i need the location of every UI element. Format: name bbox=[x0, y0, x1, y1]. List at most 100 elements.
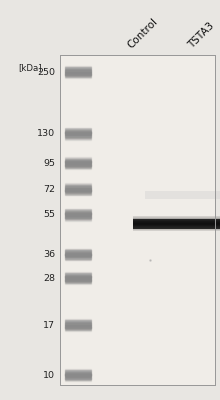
Bar bbox=[65, 274, 91, 275]
Bar bbox=[65, 213, 91, 214]
Bar bbox=[65, 69, 91, 70]
Bar bbox=[65, 167, 91, 168]
Bar bbox=[65, 209, 91, 210]
Text: 55: 55 bbox=[43, 210, 55, 219]
Bar bbox=[65, 277, 91, 278]
Text: [kDa]: [kDa] bbox=[18, 63, 42, 72]
Bar bbox=[65, 163, 91, 164]
Bar bbox=[65, 372, 91, 373]
Bar bbox=[65, 138, 91, 139]
Bar bbox=[65, 215, 91, 216]
Bar bbox=[65, 259, 91, 260]
Bar bbox=[133, 219, 220, 229]
Bar bbox=[65, 249, 91, 250]
Bar bbox=[65, 191, 91, 192]
Bar bbox=[65, 76, 91, 77]
Bar bbox=[65, 168, 91, 169]
Bar bbox=[65, 258, 91, 259]
Bar bbox=[65, 325, 91, 326]
Bar bbox=[65, 159, 91, 160]
Bar bbox=[65, 192, 91, 193]
Bar bbox=[65, 193, 91, 194]
Text: 17: 17 bbox=[43, 321, 55, 330]
Bar bbox=[65, 374, 91, 375]
Bar bbox=[65, 256, 91, 257]
Bar bbox=[65, 132, 91, 133]
Bar bbox=[65, 162, 91, 163]
Bar bbox=[65, 216, 91, 217]
Bar bbox=[65, 134, 91, 135]
Bar bbox=[65, 130, 91, 131]
Bar bbox=[65, 255, 91, 256]
Text: 10: 10 bbox=[43, 370, 55, 380]
Bar bbox=[65, 371, 91, 372]
Bar bbox=[65, 380, 91, 381]
Bar bbox=[65, 186, 91, 187]
Text: 28: 28 bbox=[43, 274, 55, 283]
Bar bbox=[65, 328, 91, 329]
Bar bbox=[65, 257, 91, 258]
Bar bbox=[65, 322, 91, 323]
Bar bbox=[65, 369, 91, 370]
Bar bbox=[65, 321, 91, 322]
Bar bbox=[65, 77, 91, 78]
Bar bbox=[65, 193, 91, 194]
Bar bbox=[65, 253, 91, 254]
Bar bbox=[65, 209, 91, 210]
Bar bbox=[60, 55, 215, 385]
Bar bbox=[65, 275, 91, 276]
Bar bbox=[65, 219, 91, 220]
Bar bbox=[65, 328, 91, 329]
Bar bbox=[65, 327, 91, 328]
Bar bbox=[65, 278, 91, 279]
Bar bbox=[65, 370, 91, 371]
Bar bbox=[65, 157, 91, 158]
Bar bbox=[65, 71, 91, 72]
Bar bbox=[65, 211, 91, 212]
Bar bbox=[65, 378, 91, 379]
Bar bbox=[65, 136, 91, 137]
Bar bbox=[65, 323, 91, 324]
Bar bbox=[65, 185, 91, 186]
Bar bbox=[65, 68, 91, 69]
Bar bbox=[65, 136, 91, 137]
Bar bbox=[65, 279, 91, 280]
Bar bbox=[65, 324, 91, 325]
Bar bbox=[65, 131, 91, 132]
Bar bbox=[65, 135, 91, 136]
Bar bbox=[65, 132, 91, 133]
Bar bbox=[65, 73, 91, 74]
Bar bbox=[65, 184, 91, 185]
Bar bbox=[65, 283, 91, 284]
Bar bbox=[65, 276, 91, 277]
Bar bbox=[65, 272, 91, 273]
Bar bbox=[65, 283, 91, 284]
Bar bbox=[65, 319, 91, 320]
Bar bbox=[65, 189, 91, 190]
Bar bbox=[65, 66, 91, 67]
Bar bbox=[65, 257, 91, 258]
Bar bbox=[65, 158, 91, 159]
Text: TSTA3: TSTA3 bbox=[186, 20, 216, 50]
Bar bbox=[65, 330, 91, 331]
Bar bbox=[65, 217, 91, 218]
Bar bbox=[65, 129, 91, 130]
Bar bbox=[65, 210, 91, 211]
Bar bbox=[65, 166, 91, 167]
Bar bbox=[65, 72, 91, 73]
Bar bbox=[65, 75, 91, 76]
Text: Control: Control bbox=[126, 16, 160, 50]
Text: 72: 72 bbox=[43, 185, 55, 194]
Bar bbox=[65, 376, 91, 377]
Bar bbox=[65, 258, 91, 259]
Bar bbox=[65, 281, 91, 282]
Bar bbox=[65, 137, 91, 138]
Bar bbox=[65, 160, 91, 161]
Bar bbox=[65, 253, 91, 254]
Bar bbox=[60, 55, 215, 385]
Bar bbox=[65, 214, 91, 215]
Bar bbox=[65, 280, 91, 281]
Bar bbox=[65, 373, 91, 374]
Bar bbox=[65, 379, 91, 380]
Bar bbox=[65, 254, 91, 255]
